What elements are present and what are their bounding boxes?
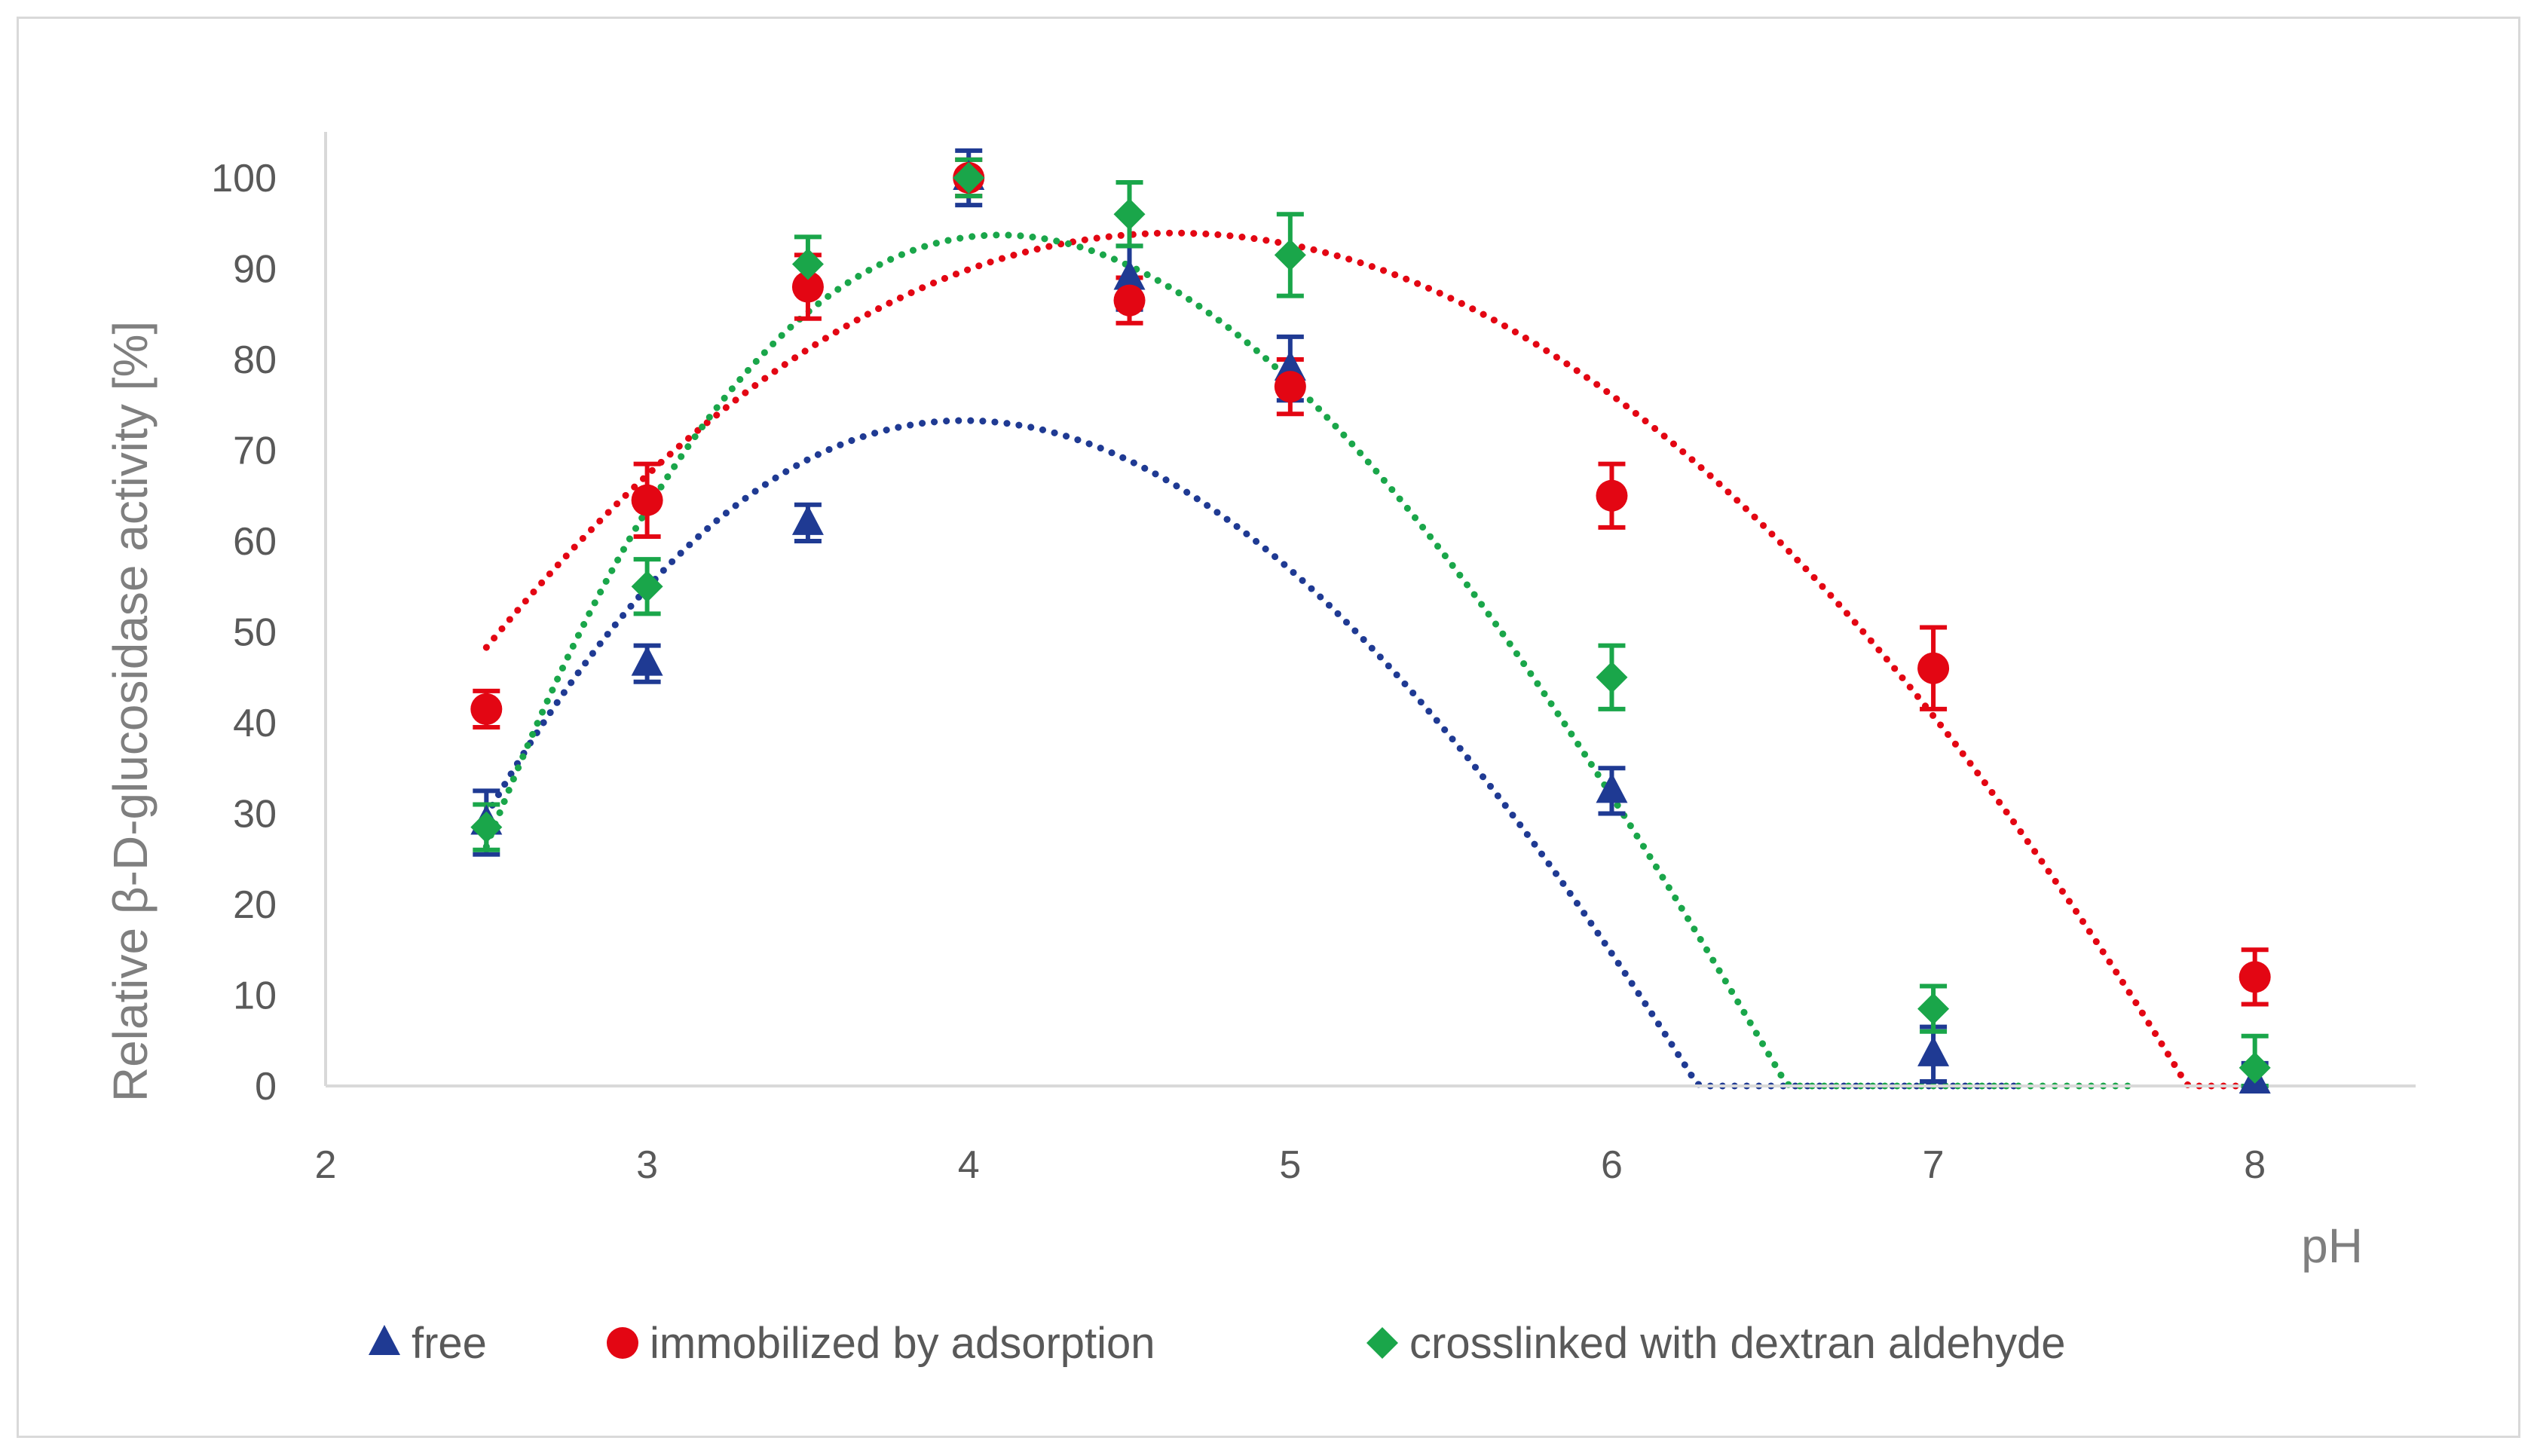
data-point-circle: [2239, 961, 2271, 993]
data-point-diamond: [953, 162, 985, 194]
data-point-circle: [791, 271, 824, 303]
data-point-circle: [1113, 284, 1146, 317]
error-bars: [473, 148, 2269, 1088]
legend-marker-diamond: [1366, 1327, 1398, 1359]
legend-marker-free: [369, 1325, 400, 1355]
trendline-layer: [482, 229, 2259, 1090]
legend-marker-triangle: [369, 1325, 400, 1355]
data-point-diamond: [2239, 1051, 2271, 1084]
data-point-diamond: [631, 570, 663, 603]
legend-label-free: free: [412, 1319, 487, 1368]
y-tick-label: 60: [233, 520, 277, 564]
data-point-circle: [1596, 479, 1628, 512]
x-tick-label: 3: [636, 1143, 658, 1187]
data-point-triangle: [631, 645, 663, 676]
data-point-triangle: [1917, 1035, 1950, 1066]
y-tick-label: 50: [233, 611, 277, 655]
data-point-circle: [1274, 371, 1306, 403]
data-point-triangle: [791, 504, 824, 535]
legend-label-immobilized: immobilized by adsorption: [650, 1319, 1155, 1368]
data-point-circle: [631, 484, 663, 516]
y-tick-label: 80: [233, 338, 277, 382]
y-tick-label: 10: [233, 974, 277, 1018]
y-tick-label: 30: [233, 793, 277, 837]
x-tick-label: 8: [2244, 1143, 2266, 1187]
legend-item-crosslinked: crosslinked with dextran aldehyde: [1366, 1319, 2065, 1368]
legend-label-crosslinked: crosslinked with dextran aldehyde: [1409, 1319, 2065, 1368]
y-tick-label: 100: [211, 157, 277, 200]
y-tick-label: 70: [233, 430, 277, 473]
legend-marker-circle: [607, 1327, 638, 1359]
x-tick-label: 4: [958, 1143, 980, 1187]
data-point-triangle: [1113, 259, 1146, 290]
x-tick-label: 6: [1601, 1143, 1623, 1187]
x-axis-title: pH: [2301, 1219, 2363, 1273]
y-tick-labels: 0 10 20 30 40 50 60 70 80 90 100: [211, 157, 277, 1109]
data-point-diamond: [791, 248, 824, 280]
y-tick-label: 20: [233, 883, 277, 927]
y-tick-label: 40: [233, 702, 277, 745]
legend: free immobilized by adsorption crosslink…: [369, 1319, 2065, 1368]
x-tick-label: 5: [1279, 1143, 1301, 1187]
data-point-circle: [1917, 652, 1950, 684]
data-markers: [470, 160, 2271, 1094]
legend-item-immobilized: immobilized by adsorption: [607, 1319, 1155, 1368]
x-tick-label: 7: [1923, 1143, 1945, 1187]
chart-frame: [17, 17, 2520, 1438]
y-tick-label: 0: [255, 1065, 277, 1109]
x-tick-labels: 2 3 4 5 6 7 8: [315, 1143, 2266, 1187]
trendline-series-0: [482, 417, 2027, 1090]
data-point-diamond: [1274, 239, 1306, 271]
legend-item-free: free: [369, 1319, 487, 1368]
y-axis-title: Relative β-D-glucosidase activity [%]: [103, 321, 158, 1102]
data-point-triangle: [1596, 772, 1628, 803]
x-tick-label: 2: [315, 1143, 337, 1187]
data-point-diamond: [1113, 198, 1146, 231]
trendline-series-1: [482, 229, 2259, 1090]
y-tick-label: 90: [233, 248, 277, 292]
legend-marker-crosslinked: [1366, 1327, 1398, 1359]
legend-marker-immobilized: [607, 1327, 638, 1359]
data-point-diamond: [1596, 661, 1628, 693]
axes: [324, 132, 2416, 1087]
data-point-diamond: [1917, 993, 1950, 1025]
data-point-diamond: [470, 811, 503, 843]
data-point-circle: [470, 693, 503, 725]
